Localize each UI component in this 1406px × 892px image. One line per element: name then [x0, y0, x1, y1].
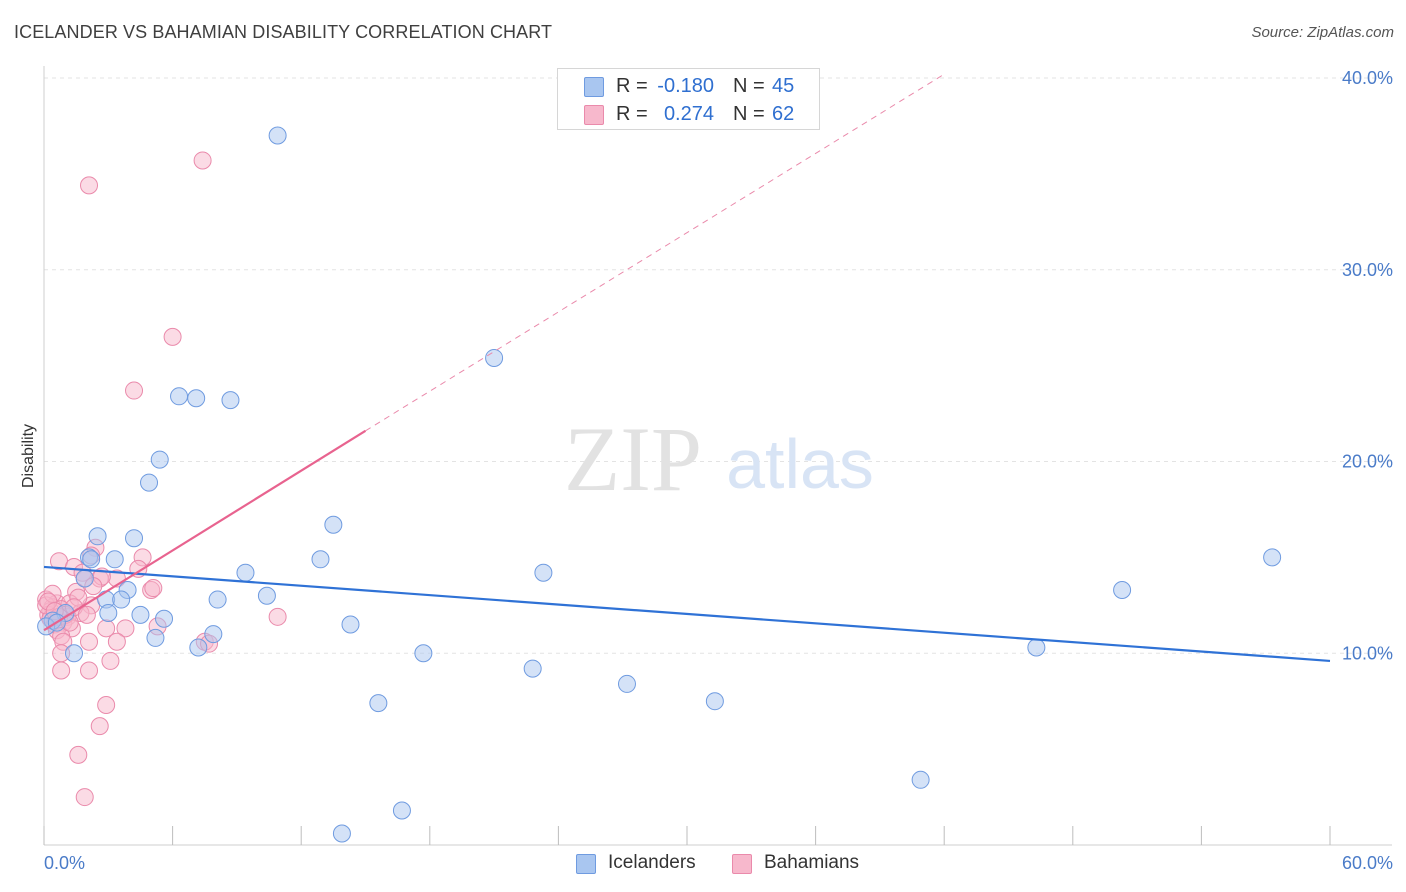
y-tick-labels: 10.0% 20.0% 30.0% 40.0% — [1342, 68, 1393, 663]
icelander-point — [392, 801, 411, 820]
bahamian-point — [80, 632, 99, 651]
icelander-point — [534, 563, 553, 582]
icelander-point — [332, 824, 351, 843]
icelander-point — [324, 515, 343, 534]
bahamian-point — [144, 579, 163, 598]
icelander-point — [189, 638, 208, 657]
legend-label-bahamians: Bahamians — [764, 852, 860, 873]
icelander-point — [221, 391, 240, 410]
icelander-point — [414, 644, 433, 663]
bahamian-point — [52, 661, 71, 680]
icelanders-trend-line — [43, 565, 1331, 663]
chart-title: ICELANDER VS BAHAMIAN DISABILITY CORRELA… — [14, 22, 553, 42]
axes — [43, 66, 1392, 846]
bahamian-point — [116, 619, 135, 638]
bahamian-point — [69, 745, 88, 764]
bahamian-point — [80, 661, 99, 680]
legend-r-label: R = — [616, 75, 648, 97]
correlation-legend: R = -0.180 N = 45 R = 0.274 N = 62 — [557, 68, 820, 130]
icelander-point — [187, 389, 206, 408]
x-tick-label: 0.0% — [44, 853, 85, 873]
bahamian-point — [125, 381, 144, 400]
legend-swatch-bahamians — [584, 105, 604, 125]
legend-label-icelanders: Icelanders — [608, 852, 696, 873]
icelander-point — [140, 473, 159, 492]
icelander-point — [523, 659, 542, 678]
bahamian-point — [77, 605, 96, 624]
bahamian-point — [163, 327, 182, 346]
icelander-point — [82, 550, 101, 569]
icelander-point — [268, 126, 287, 145]
icelander-point — [112, 590, 131, 609]
icelander-point — [155, 609, 174, 628]
icelander-point — [341, 615, 360, 634]
icelander-point — [75, 569, 94, 588]
y-tick-label: 30.0% — [1342, 260, 1393, 280]
bahamian-point — [193, 151, 212, 170]
y-tick-label: 10.0% — [1342, 643, 1393, 663]
icelander-point — [99, 603, 118, 622]
series-legend: Icelanders Bahamians — [0, 850, 1406, 880]
legend-row-bahamians: R = 0.274 N = 62 — [558, 101, 819, 129]
bahamian-point — [97, 696, 116, 715]
bahamian-point — [268, 607, 287, 626]
bahamians-points — [37, 151, 287, 807]
icelander-point — [911, 770, 930, 789]
icelander-point — [65, 644, 84, 663]
watermark: ZIP atlas — [564, 408, 874, 510]
icelander-point — [705, 692, 724, 711]
bahamians-trend-line — [43, 429, 367, 632]
icelander-point — [131, 605, 150, 624]
bahamian-point — [75, 788, 94, 807]
icelander-point — [150, 450, 169, 469]
legend-row-icelanders: R = -0.180 N = 45 — [558, 73, 819, 101]
trend-lines — [43, 73, 1331, 663]
legend-swatch-bahamians — [732, 854, 752, 874]
watermark-zip: ZIP — [564, 408, 702, 510]
bahamian-point — [90, 717, 109, 736]
icelander-point — [105, 550, 124, 569]
icelander-point — [1263, 548, 1282, 567]
legend-r-label: R = — [616, 103, 648, 125]
watermark-atlas: atlas — [726, 425, 874, 503]
legend-n-label: N = — [733, 75, 765, 97]
legend-n-label: N = — [733, 103, 765, 125]
icelander-point — [146, 628, 165, 647]
icelander-point — [257, 586, 276, 605]
legend-n-value: 62 — [772, 103, 795, 125]
bahamian-point — [80, 176, 99, 195]
legend-r-value: 0.274 — [663, 103, 714, 125]
icelander-point — [125, 529, 144, 548]
legend-swatch-icelanders — [584, 77, 604, 97]
icelander-point — [1027, 638, 1046, 657]
y-axis-title: Disability — [20, 424, 37, 488]
legend-n-value: 45 — [772, 75, 795, 97]
icelanders-points — [37, 126, 1282, 843]
y-tick-label: 20.0% — [1342, 452, 1393, 472]
x-tick-label: 60.0% — [1342, 853, 1393, 873]
icelander-point — [311, 550, 330, 569]
bahamian-point — [101, 651, 120, 670]
bahamians-trend-extension — [365, 73, 945, 432]
icelander-point — [369, 694, 388, 713]
bahamian-point — [107, 632, 126, 651]
y-tick-label: 40.0% — [1342, 68, 1393, 88]
icelander-point — [170, 387, 189, 406]
legend-r-value: -0.180 — [657, 75, 714, 97]
legend-swatch-icelanders — [576, 854, 596, 874]
icelander-point — [1113, 580, 1132, 599]
source-label: Source: ZipAtlas.com — [1251, 24, 1394, 41]
icelander-point — [617, 674, 636, 693]
grid-lines — [44, 77, 1392, 654]
x-tick-labels: 0.0% 60.0% — [44, 853, 1393, 873]
icelander-point — [485, 348, 504, 367]
icelander-point — [204, 625, 223, 644]
icelander-point — [236, 563, 255, 582]
icelander-point — [208, 590, 227, 609]
icelander-point — [88, 527, 107, 546]
